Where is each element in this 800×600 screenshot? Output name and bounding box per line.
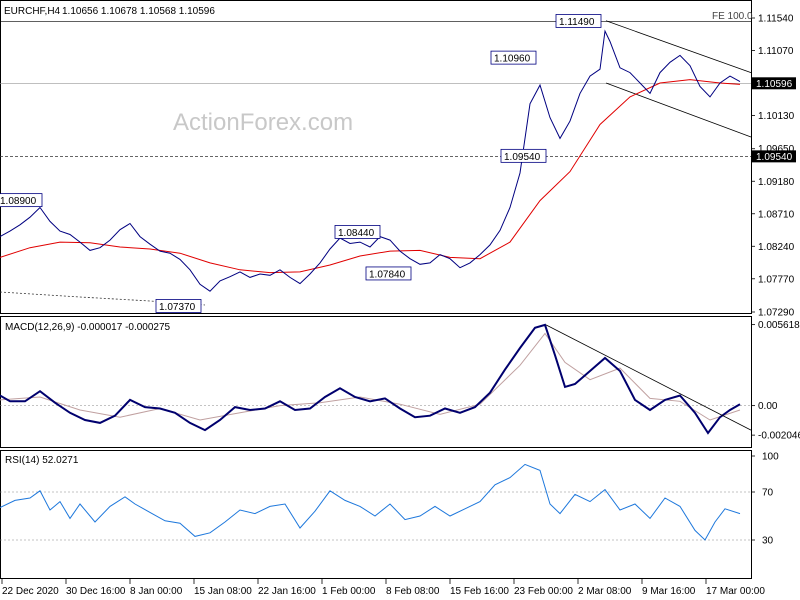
price-tick-label: 1.11540 [758,14,794,25]
last-price-badge: 1.10596 [756,79,793,90]
x-tick-label: 15 Feb 16:00 [450,586,509,597]
level-price-badge-bg [752,150,796,163]
macd-tick-label: 0.00 [758,401,778,412]
price-tick-label: 1.08240 [758,242,795,253]
x-tick-label: 17 Mar 00:00 [706,586,765,597]
macd-line [0,323,741,435]
macd-tick-label: -0.002046 [758,431,800,442]
annotation-109540: 1.09540 [500,148,547,163]
price-panel [0,0,752,314]
macd-tick-label: 0.005618 [758,320,800,331]
price-tick-label: 1.09650 [758,144,795,155]
x-tick-label: 9 Mar 16:00 [642,586,696,597]
x-tick-label: 15 Jan 08:00 [194,586,252,597]
x-tick-label: 22 Dec 2020 [2,586,59,597]
x-tick-label: 8 Jan 00:00 [130,586,183,597]
annotation-110960: 1.10960 [490,50,537,65]
annotation-107370-box [155,299,202,313]
rsi-panel [0,450,752,579]
annotation-108440: 1.08440 [334,225,381,239]
price-tick-label: 1.08710 [758,209,795,220]
annotation-110960-box [490,50,537,65]
annotation-108900-box [0,193,43,208]
x-tick-label: 23 Feb 00:00 [514,586,573,597]
annotation-110960-text: 1.10960 [494,54,531,65]
annotation-107370: 1.07370 [155,299,202,313]
price-tick-label: 1.07770 [758,274,795,285]
rsi-tick-label: 30 [762,536,774,547]
annotation-108440-text: 1.08440 [338,228,375,239]
macd-trend-line [545,324,752,431]
annotation-107840: 1.07840 [365,266,412,281]
ohlc-label: 1.10656 1.10678 1.10568 1.10596 [62,6,215,17]
price-tick-label: 1.10130 [758,111,795,122]
level-price-badge: 1.09540 [756,152,793,163]
macd-panel [0,316,752,448]
annotation-108440-box [334,225,381,239]
price-series-line [0,29,741,292]
annotation-111490: 1.11490 [555,14,602,28]
annotation-107840-text: 1.07840 [369,269,406,280]
rsi-tick-label: 70 [762,488,774,499]
symbol-label: EURCHF,H4 [4,6,61,17]
rsi-line [0,463,741,541]
x-tick-label: 2 Mar 08:00 [578,586,632,597]
price-tick-label: 1.07290 [758,308,795,319]
x-tick-label: 22 Jan 16:00 [258,586,316,597]
annotation-108900: 1.08900 [0,193,43,208]
fe-label: FE 100.0 [712,11,753,22]
last-price-badge-bg [752,77,796,90]
moving-average-line [0,79,741,274]
annotation-107370-text: 1.07370 [159,302,196,313]
annotation-111490-box [555,14,602,28]
price-tick-label: 1.11070 [758,46,794,57]
rsi-tick-label: 100 [762,452,779,463]
annotation-107840-box [365,266,412,281]
rsi-label: RSI(14) 52.0271 [5,455,79,466]
macd-signal-line [0,332,741,421]
macd-label: MACD(12,26,9) -0.000017 -0.000275 [5,322,171,333]
price-tick-label: 1.09180 [758,177,795,188]
annotation-111490-text: 1.11490 [559,17,595,28]
x-tick-label: 1 Feb 00:00 [322,586,376,597]
annotation-108900-text: 1.08900 [0,196,37,207]
x-tick-label: 8 Feb 08:00 [386,586,440,597]
x-tick-label: 30 Dec 16:00 [66,586,126,597]
watermark: ActionForex.com [173,109,353,136]
annotation-109540-text: 1.09540 [504,152,541,163]
channel-upper-line [605,20,752,74]
annotation-109540-box [500,148,547,163]
channel-lower-line [605,82,752,138]
